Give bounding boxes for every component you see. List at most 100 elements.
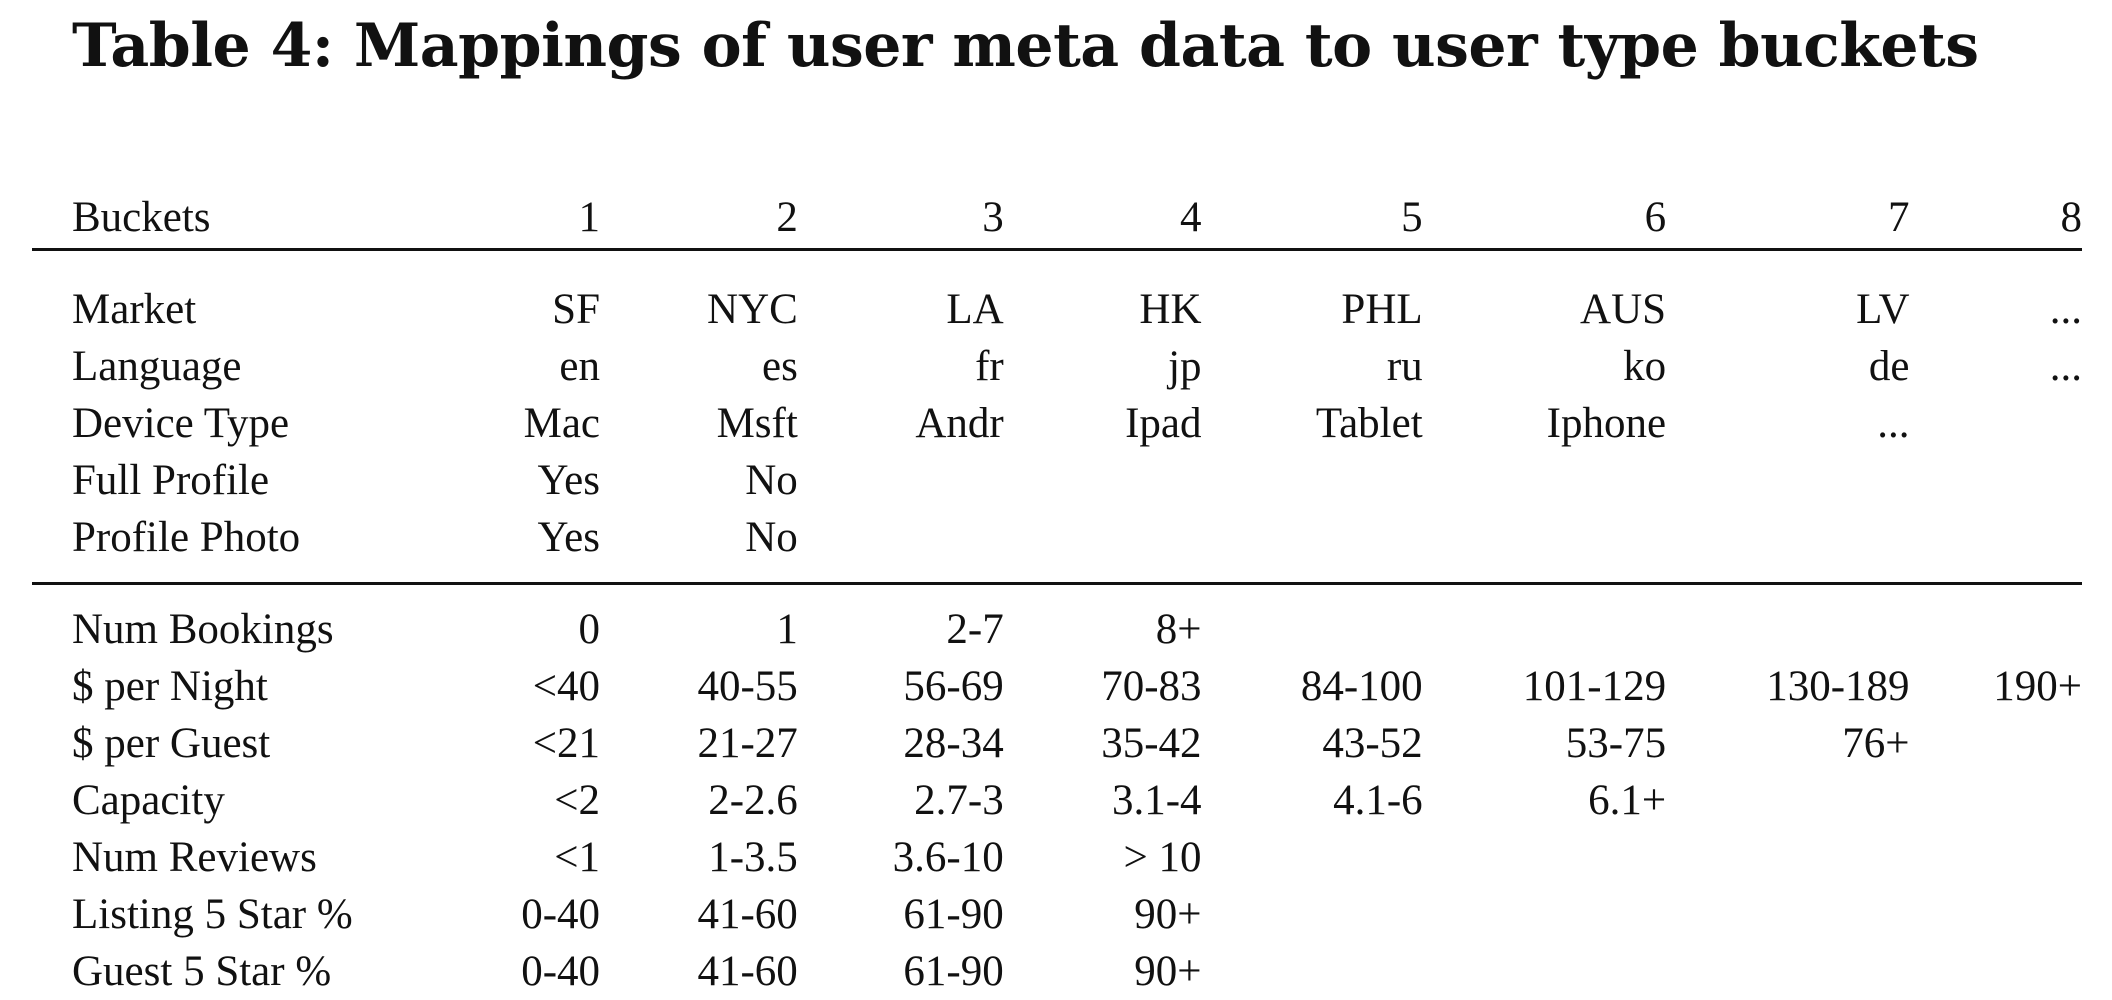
- table-cell: [1202, 943, 1423, 1000]
- table-cell: [1910, 829, 2082, 886]
- table-cell: [1423, 829, 1666, 886]
- row-label: $ per Guest: [32, 715, 438, 772]
- row-label: Num Reviews: [32, 829, 438, 886]
- table-cell: de: [1666, 338, 1909, 395]
- row-label: Profile Photo: [32, 509, 438, 584]
- header-label: Buckets: [32, 188, 438, 250]
- table-cell: <40: [438, 658, 600, 715]
- table-cell: 40-55: [600, 658, 798, 715]
- table-cell: [1910, 772, 2082, 829]
- table-cell: 3.6-10: [798, 829, 1004, 886]
- table-cell: Msft: [600, 395, 798, 452]
- table-cell: [1910, 715, 2082, 772]
- table-cell: <21: [438, 715, 600, 772]
- table-cell: [1202, 509, 1423, 584]
- header-row: Buckets 1 2 3 4 5 6 7 8: [32, 188, 2082, 250]
- row-label: Listing 5 Star %: [32, 886, 438, 943]
- table-cell: en: [438, 338, 600, 395]
- table-cell: [1666, 886, 1909, 943]
- column-header: 6: [1423, 188, 1666, 250]
- table-cell: HK: [1004, 250, 1202, 339]
- table-cell: ...: [1910, 250, 2082, 339]
- column-header: 4: [1004, 188, 1202, 250]
- table-cell: 2-7: [798, 584, 1004, 659]
- table-cell: 130-189: [1666, 658, 1909, 715]
- table-cell: [1910, 886, 2082, 943]
- row-label: Market: [32, 250, 438, 339]
- table-cell: ...: [1910, 338, 2082, 395]
- table-cell: ru: [1202, 338, 1423, 395]
- table-cell: 2.7-3: [798, 772, 1004, 829]
- row-label: $ per Night: [32, 658, 438, 715]
- column-header: 2: [600, 188, 798, 250]
- table-cell: Ipad: [1004, 395, 1202, 452]
- table-cell: Yes: [438, 509, 600, 584]
- table-cell: 70-83: [1004, 658, 1202, 715]
- table-cell: <1: [438, 829, 600, 886]
- table-cell: 0-40: [438, 886, 600, 943]
- row-label: Device Type: [32, 395, 438, 452]
- table-cell: 190+: [1910, 658, 2082, 715]
- table-cell: 84-100: [1202, 658, 1423, 715]
- table-cell: LV: [1666, 250, 1909, 339]
- table-cell: 41-60: [600, 943, 798, 1000]
- table-cell: 3.1-4: [1004, 772, 1202, 829]
- row-label: Num Bookings: [32, 584, 438, 659]
- table-cell: [1666, 772, 1909, 829]
- table-cell: [1666, 584, 1909, 659]
- row-label: Full Profile: [32, 452, 438, 509]
- table-cell: [1004, 509, 1202, 584]
- table-cell: [798, 509, 1004, 584]
- table-cell: 1-3.5: [600, 829, 798, 886]
- table-cell: No: [600, 452, 798, 509]
- table-cell: [1666, 452, 1909, 509]
- table-cell: jp: [1004, 338, 1202, 395]
- table-cell: 41-60: [600, 886, 798, 943]
- table-cell: [1423, 509, 1666, 584]
- table-cell: [1004, 452, 1202, 509]
- table-cell: 53-75: [1423, 715, 1666, 772]
- table-cell: 76+: [1666, 715, 1909, 772]
- table-cell: > 10: [1004, 829, 1202, 886]
- table-cell: [1423, 452, 1666, 509]
- table-cell: [1910, 943, 2082, 1000]
- row-label: Language: [32, 338, 438, 395]
- table-cell: [1202, 452, 1423, 509]
- table-cell: Iphone: [1423, 395, 1666, 452]
- table-cell: [1910, 395, 2082, 452]
- table-cell: 35-42: [1004, 715, 1202, 772]
- table-cell: 90+: [1004, 943, 1202, 1000]
- table-cell: 2-2.6: [600, 772, 798, 829]
- table-cell: 101-129: [1423, 658, 1666, 715]
- row-label: Capacity: [32, 772, 438, 829]
- table-cell: 1: [600, 584, 798, 659]
- column-header: 3: [798, 188, 1004, 250]
- table-caption: Table 4: Mappings of user meta data to u…: [72, 4, 1979, 88]
- table-cell: [1910, 509, 2082, 584]
- table-cell: [798, 452, 1004, 509]
- table-cell: [1423, 886, 1666, 943]
- column-header: 1: [438, 188, 600, 250]
- table-cell: 4.1-6: [1202, 772, 1423, 829]
- table-cell: <2: [438, 772, 600, 829]
- table-cell: 43-52: [1202, 715, 1423, 772]
- table-cell: AUS: [1423, 250, 1666, 339]
- table-cell: 90+: [1004, 886, 1202, 943]
- table-cell: 0-40: [438, 943, 600, 1000]
- column-header: 5: [1202, 188, 1423, 250]
- column-header: 7: [1666, 188, 1909, 250]
- table-cell: Yes: [438, 452, 600, 509]
